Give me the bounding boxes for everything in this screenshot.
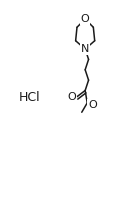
Text: HCl: HCl — [19, 91, 41, 104]
Text: N: N — [81, 44, 89, 54]
Text: O: O — [81, 14, 90, 24]
Text: O: O — [88, 100, 97, 110]
Text: O: O — [68, 92, 76, 102]
